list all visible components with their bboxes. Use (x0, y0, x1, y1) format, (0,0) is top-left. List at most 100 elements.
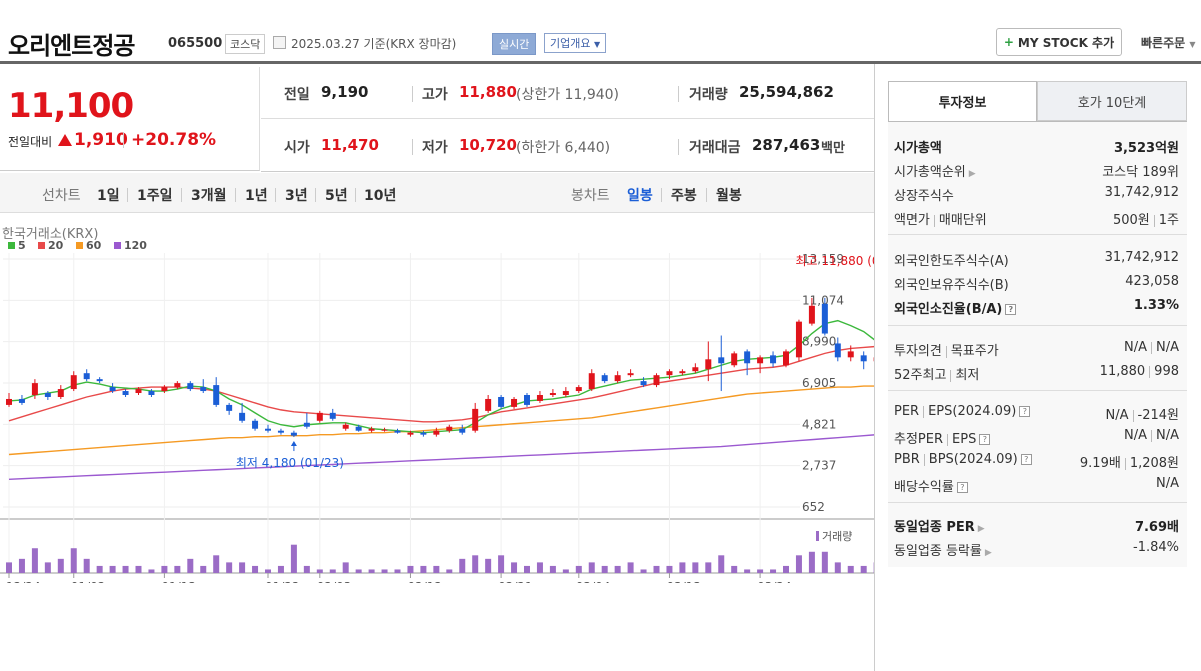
header (0, 0, 1201, 64)
volume-bar (821, 551, 828, 573)
candle-body (277, 430, 284, 433)
volume-bar (472, 555, 479, 573)
help-icon[interactable]: ? (1005, 304, 1017, 315)
quick-order-dropdown[interactable]: 빠른주문 ▼ (1141, 36, 1196, 50)
tab-hoga-10[interactable]: 호가 10단계 (1037, 81, 1187, 121)
divider (261, 171, 874, 172)
candle-body (847, 351, 854, 358)
volume-bar (459, 558, 466, 573)
x-tick-label: 01/02 (71, 580, 106, 583)
candle-body (70, 375, 77, 390)
volume-bar (860, 565, 867, 573)
candle-body (44, 393, 51, 397)
add-mystock-button[interactable]: + MY STOCK 추가 (996, 28, 1122, 56)
volume-legend-swatch (816, 531, 819, 541)
open-label: 시가 (284, 140, 310, 156)
foreign-hold-value: 423,058 (1125, 274, 1179, 289)
w52-value: 11,880 998 (1099, 364, 1179, 379)
candle-body (213, 385, 220, 405)
candle-body (394, 430, 401, 433)
help-icon[interactable]: ? (979, 434, 991, 445)
period-3y[interactable]: 3년 (285, 188, 308, 204)
divider (888, 325, 1187, 326)
help-icon[interactable]: ? (956, 482, 968, 493)
volume-bar (407, 565, 414, 573)
volume-legend-label: 거래량 (822, 530, 852, 543)
candle-body (485, 398, 492, 411)
cap-rank-label[interactable]: 시가총액순위 ▶ (894, 165, 976, 180)
candle-body (109, 387, 116, 392)
volume-bar (148, 569, 155, 573)
sector-rate-label[interactable]: 동일업종 등락률 ▶ (894, 544, 992, 559)
stock-chart[interactable]: 13,159 11,074 8,990 6,905 4,821 2,737 652 12/24… (0, 213, 874, 583)
foreign-limit-label: 외국인한도주식수(A) (894, 254, 1009, 269)
sector-per-label[interactable]: 동일업종 PER ▶ (894, 520, 985, 535)
volume-bar (536, 562, 543, 573)
candle-daily[interactable]: 일봉 (627, 188, 653, 204)
candle-body (524, 395, 530, 405)
volume-bar (588, 562, 595, 573)
volume-bar (705, 562, 712, 573)
period-3m[interactable]: 3개월 (191, 188, 227, 204)
x-tick-label: 03/24 (757, 580, 792, 583)
stock-name: 오리엔트정공 (8, 32, 135, 60)
chevron-down-icon: ▼ (1189, 40, 1196, 49)
volume-bar (18, 558, 25, 573)
volume-bar (692, 562, 699, 573)
volume-bar (783, 565, 789, 573)
market-cap-label: 시가총액 (894, 141, 942, 156)
volume-bar (757, 569, 764, 573)
volume-bar (122, 565, 129, 573)
candle-monthly[interactable]: 월봉 (716, 188, 742, 204)
volume-bar (511, 562, 518, 573)
company-overview-dropdown[interactable]: 기업개요 ▼ (544, 33, 607, 53)
current-price: 11,100 (8, 86, 134, 126)
amount-label: 거래대금 (689, 140, 741, 156)
y-tick-label: 11,074 (802, 293, 844, 307)
divider (888, 502, 1187, 503)
market-cap-value: 3,523억원 (1113, 141, 1179, 156)
divider (275, 188, 276, 202)
period-1d[interactable]: 1일 (97, 188, 120, 204)
help-icon[interactable]: ? (1020, 454, 1032, 465)
divider (355, 188, 356, 202)
help-icon[interactable]: ? (1019, 406, 1031, 417)
candle-body (226, 404, 233, 411)
tab-invest-info[interactable]: 투자정보 (888, 81, 1037, 121)
candle-body (770, 355, 777, 364)
volume-bar (679, 562, 686, 573)
candle-body (731, 353, 738, 366)
volume-bar (498, 555, 505, 573)
up-arrow-icon (58, 134, 72, 146)
volume-bar (213, 555, 220, 573)
volume-bar (368, 569, 375, 573)
period-5y[interactable]: 5년 (325, 188, 348, 204)
volume-bar (795, 555, 802, 573)
chevron-right-icon: ▶ (977, 524, 985, 534)
candle-chart-label: 봉차트 (571, 188, 610, 204)
candle-body (31, 383, 38, 396)
candle-body (148, 391, 155, 396)
candle-weekly[interactable]: 주봉 (671, 188, 697, 204)
period-1y[interactable]: 1년 (245, 188, 268, 204)
period-1w[interactable]: 1주일 (137, 188, 173, 204)
candle-body (420, 432, 427, 435)
candle-body (783, 351, 789, 366)
candle-body (200, 387, 207, 392)
shares-value: 31,742,912 (1104, 185, 1179, 200)
divider (874, 64, 875, 671)
volume-bar (329, 569, 336, 573)
volume-bar (316, 569, 323, 573)
volume-bar (44, 562, 51, 573)
amount-value: 287,463 (752, 136, 821, 154)
volume-bar (446, 569, 453, 573)
candle-body (96, 379, 103, 382)
volume-bar (614, 565, 621, 573)
divider (261, 118, 874, 119)
divider (235, 188, 236, 202)
volume-bar (394, 569, 401, 573)
period-10y[interactable]: 10년 (364, 188, 397, 204)
x-tick-label: 02/21 (498, 580, 533, 583)
realtime-button[interactable]: 실시간 (492, 33, 537, 55)
candle-body (187, 383, 194, 390)
